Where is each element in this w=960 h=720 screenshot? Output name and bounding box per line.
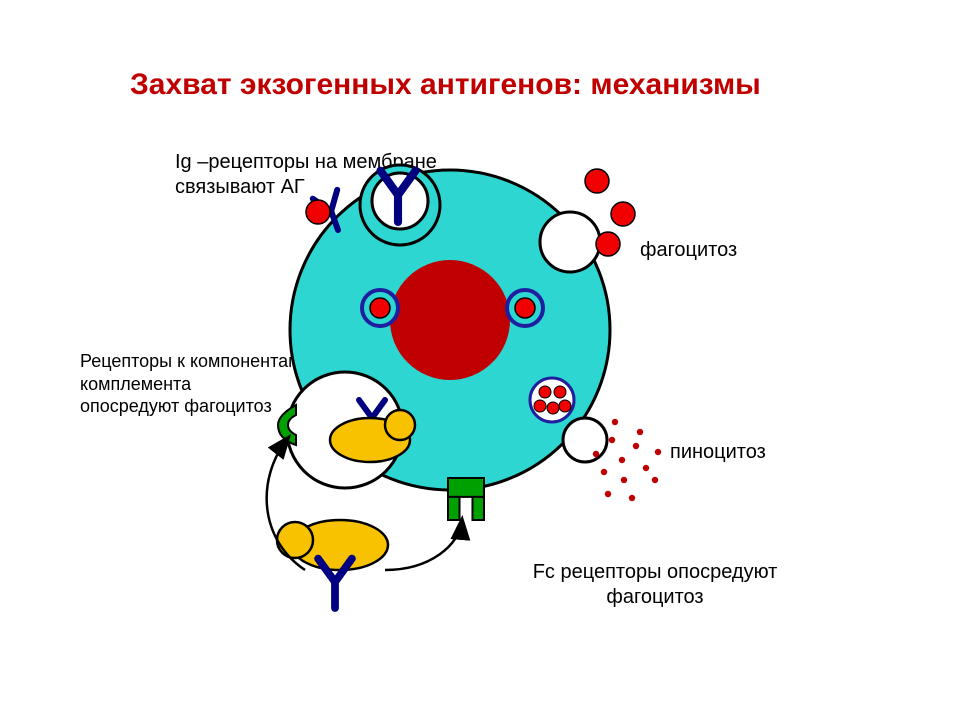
diagram-stage: Захват экзогенных антигенов: механизмы I…	[0, 0, 960, 720]
cell-diagram	[0, 0, 960, 720]
